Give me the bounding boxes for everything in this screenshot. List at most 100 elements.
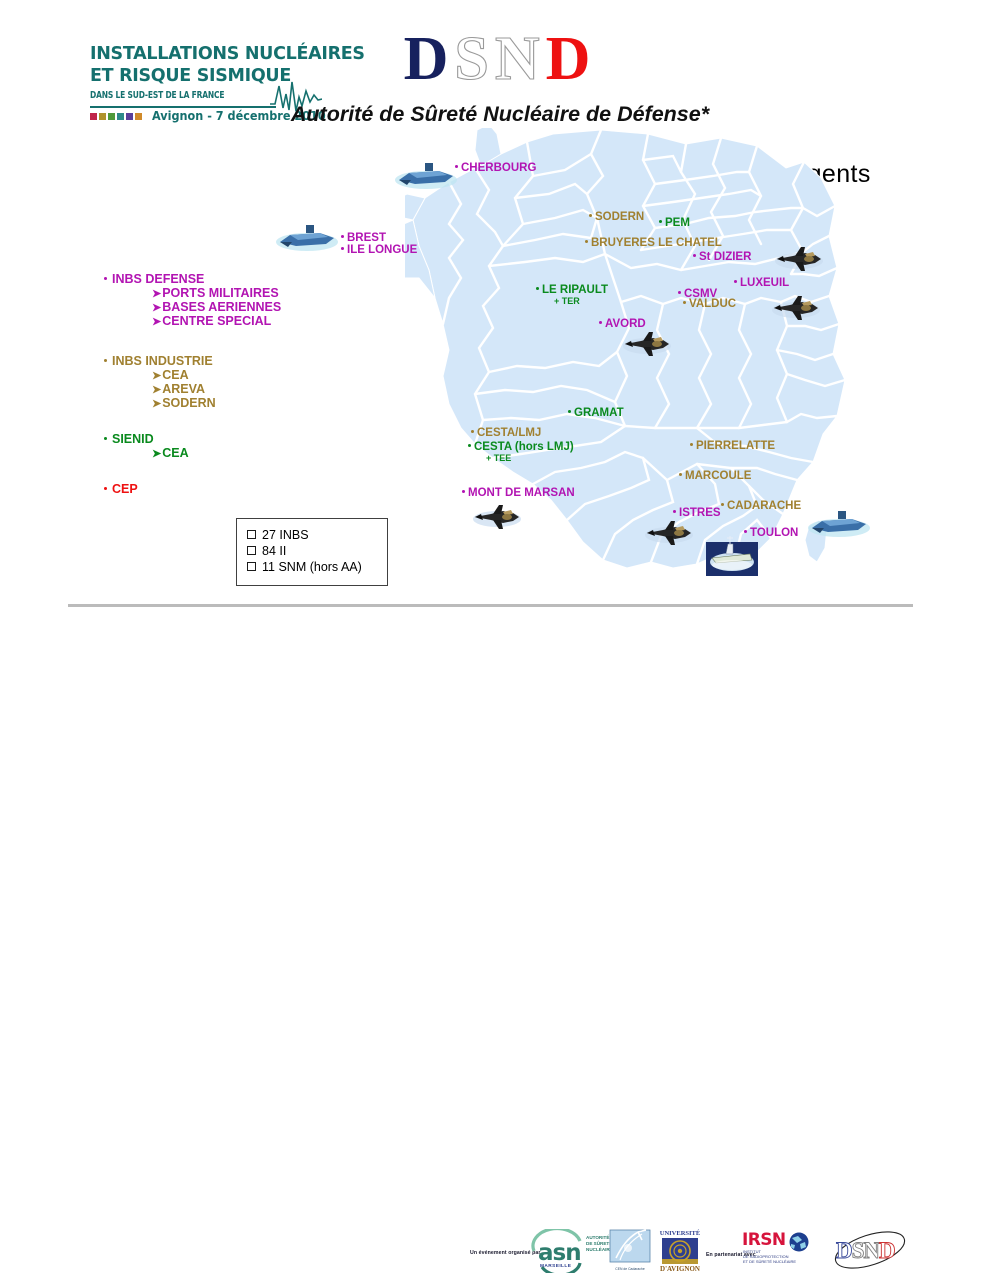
legend-sub-label: BASES AERIENNES	[162, 300, 282, 314]
map-site-ile-longue[interactable]: ILE LONGUE	[341, 244, 417, 256]
chevron-right-icon: ➤	[152, 288, 162, 300]
event-logo-line2: ET RISQUE SISMIQUE	[90, 66, 291, 86]
map-site-csmv[interactable]: CSMV	[678, 288, 717, 300]
irsn-logo: IRSN INSTITUT DE RADIOPROTECTION ET DE S…	[742, 1230, 809, 1270]
event-logo-square-1	[99, 113, 106, 120]
site-label: VALDUC	[689, 298, 737, 310]
map-site-mont-de-marsan[interactable]: MONT DE MARSAN	[462, 487, 575, 499]
legend-sub-label: CENTRE SPECIAL	[162, 314, 272, 328]
map-site-sodern[interactable]: SODERN	[589, 211, 644, 223]
legend-sub-label: SODERN	[162, 396, 216, 410]
chevron-right-icon: ➤	[152, 384, 162, 396]
map-site-avord[interactable]: AVORD	[599, 318, 646, 330]
stats-row-label: 84 II	[262, 544, 287, 558]
legend-sub-item[interactable]: ➤CEA	[152, 446, 319, 460]
map-site-le-ripault[interactable]: LE RIPAULT + TER	[536, 284, 608, 307]
title-letter-s: S	[454, 25, 495, 93]
legend-group-header[interactable]: INBS INDUSTRIE	[104, 354, 319, 368]
site-marker-dot-icon	[678, 291, 681, 295]
asn-wordmark: asn	[538, 1240, 582, 1266]
footer-divider	[68, 604, 913, 607]
map-site-toulon[interactable]: TOULON	[744, 527, 798, 539]
site-label: LUXEUIL	[740, 277, 790, 289]
site-label: CESTA/LMJ	[477, 427, 542, 439]
site-marker-dot-icon	[679, 473, 682, 477]
asn-city: MARSEILLE	[540, 1264, 572, 1269]
dsnd-footer-logo: DSND	[830, 1226, 910, 1274]
chevron-right-icon: ➤	[152, 448, 162, 460]
site-label: TOULON	[750, 527, 799, 539]
event-logo-line3: DANS LE SUD-EST DE LA FRANCE	[90, 90, 225, 101]
site-sublabel: + TEE	[486, 453, 512, 464]
legend-sub-item[interactable]: ➤CEA	[152, 368, 319, 382]
event-logo-line1: INSTALLATIONS NUCLÉAIRES	[90, 44, 365, 64]
cen-cadarache-logo: CEN de Cadarache	[608, 1228, 652, 1274]
site-label: GRAMAT	[574, 407, 624, 419]
legend-group-label: INBS INDUSTRIE	[112, 354, 213, 368]
map-site-gramat[interactable]: GRAMAT	[568, 407, 624, 419]
map-site-luxeuil[interactable]: LUXEUIL	[734, 277, 789, 289]
site-marker-dot-icon	[599, 321, 602, 325]
fighter-jet-icon	[623, 330, 671, 358]
map-site-marcoule[interactable]: MARCOULE	[679, 470, 751, 482]
map-site-istres[interactable]: ISTRES	[673, 507, 721, 519]
fighter-jet-icon	[645, 519, 693, 547]
site-marker-dot-icon	[659, 220, 662, 224]
legend-sub-item[interactable]: ➤AREVA	[152, 382, 319, 396]
site-marker-dot-icon	[468, 444, 471, 448]
map-site-cesta-lmj[interactable]: CESTA/LMJ	[471, 427, 541, 439]
map-site-bruyeres-le-chatel[interactable]: BRUYERES LE CHATEL	[585, 237, 722, 249]
university-name-bottom: D'AVIGNON	[660, 1265, 700, 1273]
fighter-jet-icon	[772, 294, 820, 322]
site-marker-dot-icon	[721, 503, 724, 507]
map-site-cadarache[interactable]: CADARACHE	[721, 500, 801, 512]
site-marker-dot-icon	[341, 247, 344, 251]
page-subtitle: Autorité de Sûreté Nucléaire de Défense*	[290, 102, 710, 126]
legend-group-label: SIENID	[112, 432, 154, 446]
legend-sub-item[interactable]: ➤SODERN	[152, 396, 319, 410]
legend-sub-item[interactable]: ➤PORTS MILITAIRES	[152, 286, 319, 300]
site-label: CADARACHE	[727, 500, 802, 512]
stats-row: 11 SNM (hors AA)	[247, 559, 387, 575]
legend-group-label: INBS DEFENSE	[112, 272, 205, 286]
legend-sub-item[interactable]: ➤CENTRE SPECIAL	[152, 314, 319, 328]
site-marker-dot-icon	[585, 240, 588, 244]
event-logo-square-4	[126, 113, 133, 120]
site-marker-dot-icon	[734, 280, 737, 284]
event-logo-color-squares	[90, 113, 142, 120]
site-label: St DIZIER	[699, 251, 752, 263]
checkbox-square-icon	[247, 562, 256, 571]
irsn-wordmark: IRSN	[742, 1230, 786, 1250]
legend-sub-label: AREVA	[162, 382, 206, 396]
map-site-st-dizier[interactable]: St DIZIER	[693, 251, 751, 263]
legend-bullet-icon	[104, 437, 107, 441]
stats-row: 84 II	[247, 543, 387, 559]
map-site-valduc[interactable]: VALDUC	[683, 298, 736, 310]
legend-group-header[interactable]: INBS DEFENSE	[104, 272, 319, 286]
event-logo-square-5	[135, 113, 142, 120]
site-label: AVORD	[605, 318, 646, 330]
map-site-pierrelatte[interactable]: PIERRELATTE	[690, 440, 775, 452]
legend-group-header[interactable]: SIENID	[104, 432, 319, 446]
chevron-right-icon: ➤	[152, 316, 162, 328]
footer: Un événement organisé par asn AUTORITÉ D…	[0, 612, 1000, 1273]
site-label: CHERBOURG	[461, 162, 537, 174]
legend-sub-label: CEA	[162, 446, 189, 460]
map-site-brest[interactable]: BREST	[341, 232, 386, 244]
legend-sub-item[interactable]: ➤BASES AERIENNES	[152, 300, 319, 314]
map-site-cherbourg[interactable]: CHERBOURG	[455, 162, 536, 174]
event-logo-square-3	[117, 113, 124, 120]
legend-sub-label: PORTS MILITAIRES	[162, 286, 279, 300]
site-label: BREST	[347, 232, 386, 244]
site-marker-dot-icon	[536, 287, 539, 291]
title-letter-d2: D	[545, 25, 597, 93]
site-marker-dot-icon	[690, 443, 693, 447]
site-marker-dot-icon	[673, 510, 676, 514]
legend-group-header[interactable]: CEP	[104, 482, 319, 496]
site-marker-dot-icon	[744, 530, 747, 534]
site-label: PIERRELATTE	[696, 440, 776, 452]
legend: INBS DEFENSE ➤PORTS MILITAIRES ➤BASES AERI…	[104, 272, 319, 496]
stats-row-label: 11 SNM (hors AA)	[262, 560, 362, 574]
map-site-cesta-hors-lmj[interactable]: CESTA (hors LMJ) + TEE	[468, 441, 574, 464]
map-site-pem[interactable]: PEM	[659, 217, 690, 229]
